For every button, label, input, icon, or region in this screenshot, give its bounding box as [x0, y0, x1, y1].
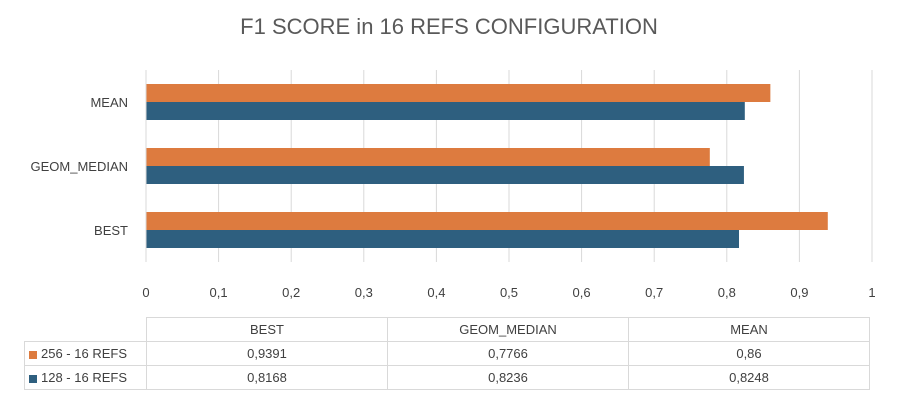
table-corner — [24, 317, 147, 342]
table-cell: 0,86 — [628, 341, 870, 366]
legend-swatch-256 — [29, 350, 37, 359]
x-tick-label: 0,5 — [500, 285, 518, 300]
x-tick-label: 0,4 — [427, 285, 445, 300]
data-table: BEST GEOM_MEDIAN MEAN 256 - 16 REFS 0,93… — [24, 317, 870, 390]
table-cell: 0,7766 — [387, 341, 629, 366]
y-category-label: MEAN — [90, 95, 128, 110]
x-tick-label: 0,1 — [210, 285, 228, 300]
table-row: 128 - 16 REFS 0,8168 0,8236 0,8248 — [24, 365, 870, 390]
x-tick-label: 0,8 — [718, 285, 736, 300]
x-tick-label: 0 — [142, 285, 149, 300]
bar — [146, 148, 710, 166]
x-tick-label: 0,2 — [282, 285, 300, 300]
table-header-mean: MEAN — [628, 317, 870, 342]
table-cell: 0,9391 — [146, 341, 388, 366]
table-cell: 0,8248 — [628, 365, 870, 390]
y-category-label: BEST — [94, 223, 128, 238]
y-category-label: GEOM_MEDIAN — [30, 159, 128, 174]
bar — [146, 166, 744, 184]
bar — [146, 102, 745, 120]
bar — [146, 212, 828, 230]
bar — [146, 84, 771, 102]
legend-key-256: 256 - 16 REFS — [24, 341, 147, 366]
table-cell: 0,8168 — [146, 365, 388, 390]
table-header-best: BEST — [146, 317, 388, 342]
table-header-geom-median: GEOM_MEDIAN — [387, 317, 629, 342]
table-cell: 0,8236 — [387, 365, 629, 390]
x-tick-label: 0,6 — [573, 285, 591, 300]
chart-title: F1 SCORE in 16 REFS CONFIGURATION — [240, 14, 658, 39]
x-tick-label: 0,7 — [645, 285, 663, 300]
table-row: 256 - 16 REFS 0,9391 0,7766 0,86 — [24, 341, 870, 366]
x-tick-label: 0,3 — [355, 285, 373, 300]
legend-key-128: 128 - 16 REFS — [24, 365, 147, 390]
x-tick-label: 1 — [868, 285, 875, 300]
bar — [146, 230, 739, 248]
bar-chart: 0 0,1 0,2 0,3 0,4 0,5 0,6 0,7 0,8 0,9 1 BEST GEOM_ME… — [30, 70, 876, 300]
x-tick-label: 0,9 — [790, 285, 808, 300]
legend-swatch-128 — [29, 374, 37, 383]
legend-label-128: 128 - 16 REFS — [41, 370, 127, 385]
table-header-row: BEST GEOM_MEDIAN MEAN — [24, 317, 870, 342]
legend-label-256: 256 - 16 REFS — [41, 346, 127, 361]
